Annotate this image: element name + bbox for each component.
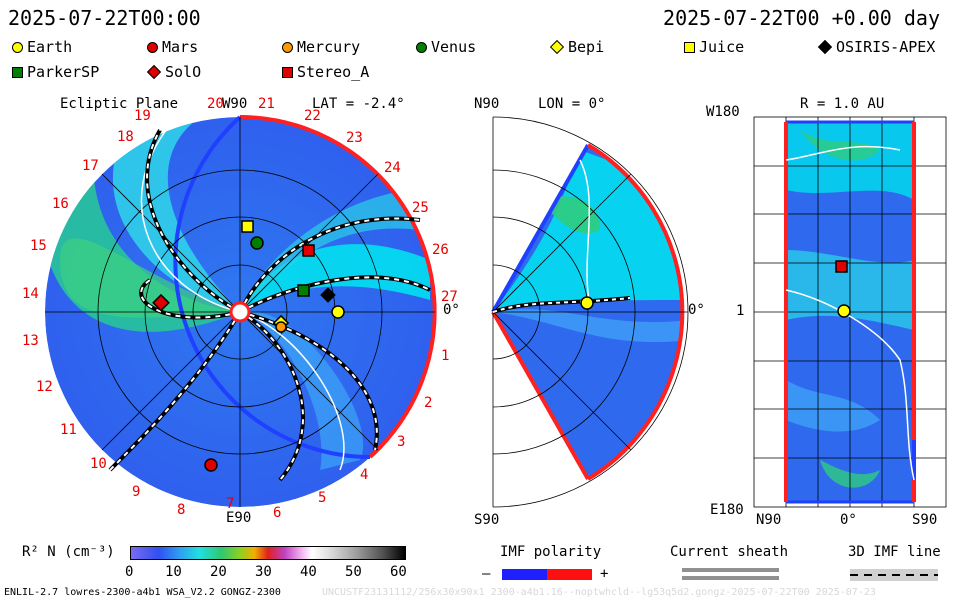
colorbar-tick-0: 0	[125, 564, 134, 580]
meridional-bottom-label: S90	[474, 512, 500, 528]
rot-25: 25	[412, 200, 429, 216]
footer-left: ENLIL-2.7 lowres-2300-a4b1 WSA_V2.2 GONG…	[4, 587, 281, 598]
juice-marker	[241, 220, 254, 233]
rot-23: 23	[346, 130, 363, 146]
ecliptic-title: Ecliptic Plane	[60, 96, 179, 112]
ecliptic-lat-label: LAT = -2.4°	[312, 96, 405, 112]
earth-marker	[331, 305, 345, 319]
rot-18: 18	[117, 129, 134, 145]
colorbar-tick-10: 10	[165, 564, 182, 580]
ecliptic-top-label: W90	[222, 96, 248, 112]
datetime-label: 2025-07-22T00:00	[8, 6, 201, 30]
radial-stereo-a-marker	[835, 260, 848, 273]
rot-9: 9	[132, 484, 141, 500]
rot-1: 1	[441, 348, 450, 364]
rot-26: 26	[432, 242, 449, 258]
current-sheath-title: Current sheath	[670, 544, 789, 560]
meridional-top-label: N90	[474, 96, 500, 112]
radial-earth-marker	[837, 304, 851, 318]
footer-right: UNCUSTF23131112/256x30x90x1 2300-a4b1.16…	[322, 587, 876, 598]
rot-5: 5	[318, 490, 327, 506]
rot-12: 12	[36, 379, 53, 395]
rot-6: 6	[273, 505, 282, 521]
rot-20: 20	[207, 96, 224, 112]
current-sheath-line-2	[682, 576, 779, 580]
imf-polarity-minus: –	[482, 566, 491, 582]
radial-title: R = 1.0 AU	[800, 96, 885, 112]
legend-item-earth: Earth	[12, 38, 72, 56]
colorbar-tick-40: 40	[300, 564, 317, 580]
rot-11: 11	[60, 422, 77, 438]
legend-item-mercury: Mercury	[282, 38, 360, 56]
stereo-a-marker	[302, 244, 315, 257]
osiris-apex-marker	[320, 287, 336, 303]
rot-15: 15	[30, 238, 47, 254]
imf-polarity-negative-swatch	[502, 569, 547, 580]
ecliptic-bottom-label: E90	[226, 510, 252, 526]
rot-10: 10	[90, 456, 107, 472]
rot-7: 7	[226, 496, 235, 512]
meridional-right-label: 0°	[688, 302, 705, 318]
meridional-lon-label: LON = 0°	[538, 96, 606, 112]
rot-22: 22	[304, 108, 321, 124]
colorbar-tick-60: 60	[390, 564, 407, 580]
legend-item-venus: Venus	[416, 38, 476, 56]
imf-polarity-plus: +	[600, 566, 609, 582]
rot-13: 13	[22, 333, 39, 349]
imf-line-swatch	[850, 569, 938, 581]
colorbar-tick-20: 20	[210, 564, 227, 580]
radial-0-label: 0°	[840, 512, 857, 528]
radial-s90-label: S90	[912, 512, 938, 528]
model-time-label: 2025-07-22T00 +0.00 day	[663, 6, 940, 30]
radial-e180-label: E180	[710, 502, 744, 518]
radial-mid-label: 1	[736, 303, 745, 319]
colorbar-tick-50: 50	[345, 564, 362, 580]
legend-item-bepi: Bepi	[549, 38, 604, 56]
rot-3: 3	[397, 434, 406, 450]
current-sheath-line-1	[682, 568, 779, 572]
rot-21: 21	[258, 96, 275, 112]
radial-w180-label: W180	[706, 104, 740, 120]
rot-19: 19	[134, 108, 151, 124]
legend-item-solo: SolO	[146, 63, 201, 81]
colorbar	[130, 546, 406, 560]
mercury-marker	[275, 321, 287, 333]
rot-27: 27	[441, 289, 458, 305]
colorbar-tick-30: 30	[255, 564, 272, 580]
rot-16: 16	[52, 196, 69, 212]
rot-8: 8	[177, 502, 186, 518]
radial-n90-label: N90	[756, 512, 782, 528]
legend-item-parkersp: ParkerSP	[12, 63, 99, 81]
mars-marker	[204, 458, 218, 472]
imf-polarity-title: IMF polarity	[500, 544, 602, 560]
colorbar-label: R² N (cm⁻³)	[22, 544, 115, 560]
legend-item-mars: Mars	[147, 38, 198, 56]
rot-24: 24	[384, 160, 401, 176]
legend-item-osiris-apex: OSIRIS-APEX	[817, 38, 935, 56]
ecliptic-right-label: 0°	[443, 302, 460, 318]
parkersp-marker	[297, 284, 310, 297]
imf-line-title: 3D IMF line	[848, 544, 941, 560]
legend-item-stereo-a: Stereo_A	[282, 63, 369, 81]
rot-4: 4	[360, 467, 369, 483]
rot-2: 2	[424, 395, 433, 411]
imf-polarity-positive-swatch	[547, 569, 592, 580]
meridional-earth-marker	[580, 296, 594, 310]
legend-item-juice: Juice	[684, 38, 744, 56]
venus-marker	[250, 236, 264, 250]
rot-14: 14	[22, 286, 39, 302]
rot-17: 17	[82, 158, 99, 174]
solo-marker	[152, 293, 170, 312]
